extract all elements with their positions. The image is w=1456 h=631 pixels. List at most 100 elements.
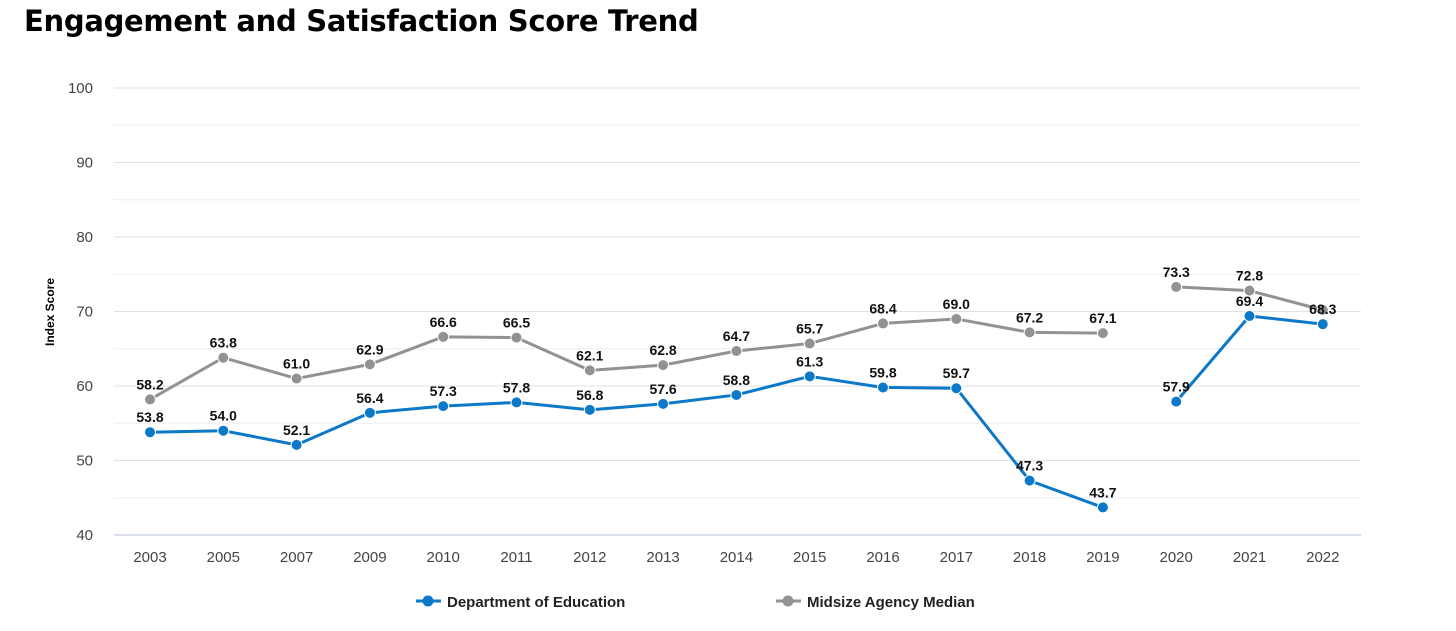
data-point[interactable] [437, 400, 450, 413]
data-point[interactable] [217, 351, 230, 364]
data-point[interactable] [1243, 309, 1256, 322]
x-tick-label: 2010 [427, 549, 460, 566]
data-point[interactable] [657, 397, 670, 410]
data-point[interactable] [363, 406, 376, 419]
x-tick-label: 2016 [866, 549, 899, 566]
x-tick-label: 2018 [1013, 549, 1046, 566]
data-point[interactable] [437, 330, 450, 343]
data-label: 67.1 [1089, 310, 1116, 326]
data-label: 62.8 [649, 342, 676, 358]
data-label: 65.7 [796, 321, 823, 337]
data-label: 68.4 [869, 300, 896, 316]
y-tick-label: 80 [76, 229, 93, 246]
data-point[interactable] [877, 381, 889, 394]
y-axis-ticks: 40 50 60 70 80 90 100 [68, 80, 93, 544]
data-point[interactable] [1170, 395, 1183, 408]
data-point[interactable] [1096, 327, 1109, 340]
series-midsize-agency-median [144, 280, 1329, 406]
data-label: 53.8 [136, 409, 163, 425]
data-label: 57.3 [430, 383, 457, 399]
data-label: 47.3 [1016, 458, 1043, 474]
y-tick-label: 50 [76, 453, 93, 470]
data-point[interactable] [730, 388, 743, 401]
data-label: 61.0 [283, 356, 310, 372]
x-tick-label: 2021 [1233, 549, 1266, 566]
data-label: 63.8 [210, 335, 237, 351]
legend-item-department-of-education[interactable]: Department of Education [416, 594, 625, 611]
data-point[interactable] [1316, 318, 1329, 331]
series-line [1175, 314, 1323, 403]
data-point[interactable] [1023, 326, 1036, 339]
data-label: 56.4 [356, 390, 383, 406]
data-label: 62.1 [576, 347, 603, 363]
data-point[interactable] [950, 312, 963, 325]
data-point[interactable] [657, 359, 670, 372]
x-axis-ticks: 2003 2005 2007 2009 2010 2011 2012 2013 2014 2015… [133, 549, 1339, 566]
data-labels: 58.2 63.8 61.0 62.9 66.6 66.5 62.1 62.8 64.7 65.7… [136, 264, 1336, 501]
series-line [149, 317, 1103, 401]
data-point[interactable] [290, 438, 303, 451]
series-line [149, 374, 1104, 509]
data-label: 64.7 [723, 328, 750, 344]
data-point[interactable] [144, 426, 156, 439]
x-tick-label: 2007 [280, 549, 313, 566]
data-label: 62.9 [356, 341, 383, 357]
data-point[interactable] [583, 403, 596, 416]
data-point[interactable] [730, 344, 743, 357]
x-tick-label: 2014 [720, 549, 753, 566]
x-tick-label: 2019 [1086, 549, 1119, 566]
data-label: 69.4 [1236, 293, 1263, 309]
legend: Department of Education Midsize Agency M… [416, 594, 975, 611]
x-tick-label: 2012 [573, 549, 606, 566]
data-label: 52.1 [283, 422, 310, 438]
data-point[interactable] [1170, 280, 1183, 293]
legend-swatch-marker [782, 595, 794, 607]
x-tick-label: 2003 [133, 549, 166, 566]
x-tick-label: 2017 [940, 549, 973, 566]
data-point[interactable] [290, 372, 303, 385]
data-point[interactable] [510, 396, 523, 409]
data-label: 66.6 [430, 314, 457, 330]
y-tick-label: 70 [76, 304, 93, 321]
x-tick-label: 2020 [1160, 549, 1193, 566]
data-point[interactable] [950, 382, 963, 395]
x-tick-label: 2005 [207, 549, 240, 566]
data-point[interactable] [1096, 501, 1109, 514]
data-point[interactable] [510, 331, 523, 344]
data-label: 68.3 [1309, 301, 1336, 317]
gridlines [114, 87, 1361, 536]
data-point[interactable] [217, 424, 230, 437]
data-point[interactable] [1316, 304, 1329, 317]
data-label: 58.8 [723, 372, 750, 388]
data-point[interactable] [363, 358, 376, 371]
data-label: 69.0 [943, 296, 970, 312]
series-department-of-education [144, 309, 1329, 514]
y-tick-label: 100 [68, 80, 93, 97]
x-tick-label: 2009 [353, 549, 386, 566]
data-label: 43.7 [1089, 484, 1116, 500]
data-label: 57.8 [503, 379, 530, 395]
data-label: 72.8 [1236, 268, 1263, 284]
data-label: 73.3 [1163, 264, 1190, 280]
data-label: 57.9 [1163, 379, 1190, 395]
data-point[interactable] [1243, 284, 1256, 297]
legend-item-midsize-agency-median[interactable]: Midsize Agency Median [776, 594, 975, 611]
data-point[interactable] [803, 337, 816, 350]
y-axis-label: Index Score [43, 278, 57, 346]
legend-label: Midsize Agency Median [807, 594, 975, 611]
x-tick-label: 2015 [793, 549, 826, 566]
data-point[interactable] [803, 370, 816, 383]
data-point[interactable] [144, 393, 156, 406]
x-tick-label: 2011 [500, 549, 532, 566]
data-label: 67.2 [1016, 309, 1043, 325]
y-tick-label: 60 [76, 378, 93, 395]
data-point[interactable] [583, 364, 596, 377]
data-label: 61.3 [796, 353, 823, 369]
data-label: 56.8 [576, 387, 603, 403]
data-point[interactable] [877, 317, 889, 330]
legend-label: Department of Education [447, 594, 625, 611]
legend-swatch-marker [422, 595, 434, 607]
data-point[interactable] [1023, 474, 1036, 487]
x-tick-label: 2013 [646, 549, 679, 566]
